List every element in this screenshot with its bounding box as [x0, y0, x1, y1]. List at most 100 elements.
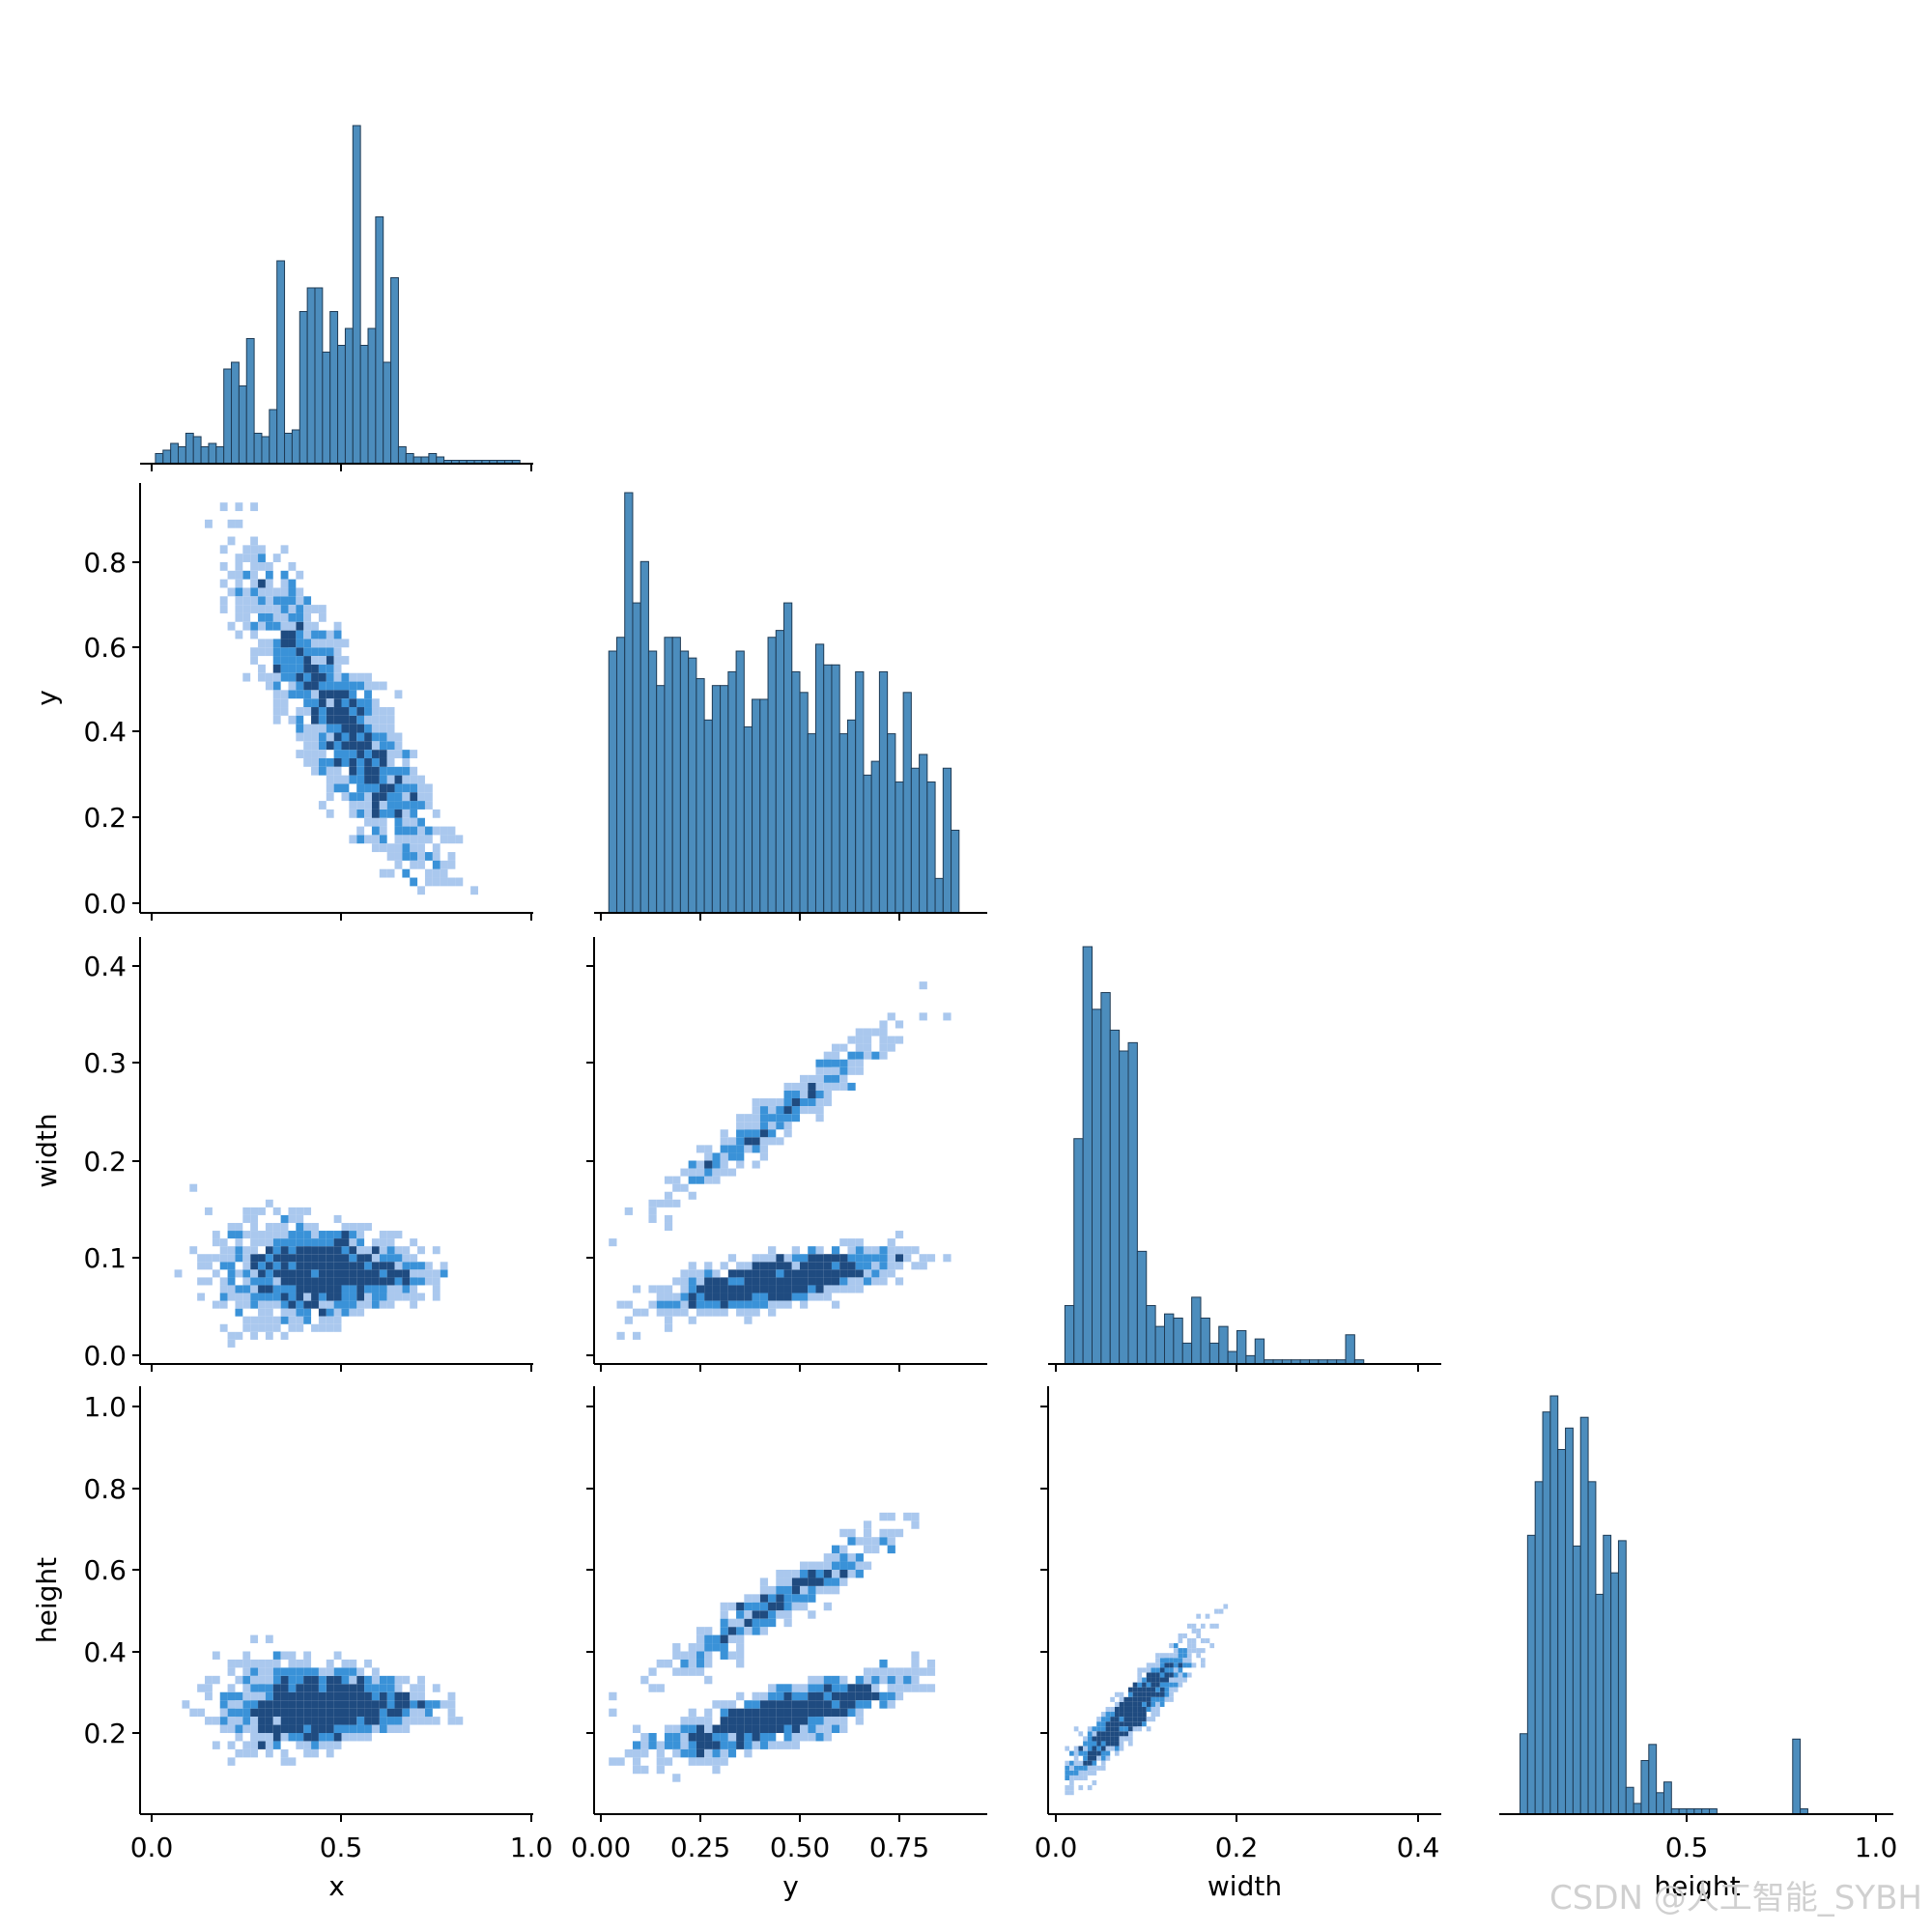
heat-cell	[364, 750, 372, 758]
heat-cell	[1092, 1765, 1097, 1771]
heat-cell	[258, 1207, 266, 1215]
heat-cell	[235, 562, 243, 571]
heat-cell	[823, 1074, 832, 1083]
heat-cell	[341, 1691, 350, 1701]
heat-cell	[402, 1285, 411, 1293]
heat-cell	[800, 1602, 809, 1611]
heat-cell	[333, 630, 342, 639]
heat-cell	[227, 1339, 236, 1348]
heat-cell	[696, 1285, 705, 1293]
heat-cell	[768, 1724, 777, 1733]
heat-cell	[720, 1618, 728, 1628]
heat-cell	[1137, 1726, 1143, 1732]
heat-cell	[744, 1145, 753, 1153]
heat-cell	[768, 1254, 777, 1263]
heat-cell	[783, 1724, 792, 1733]
heat-cell	[808, 1254, 816, 1263]
hist-bar	[735, 650, 745, 914]
heat-cell	[839, 1277, 848, 1286]
heat-cell	[402, 1691, 411, 1701]
heat-cell	[648, 1741, 657, 1749]
heat-cell	[791, 1691, 800, 1701]
y-tick-label: 0.0	[83, 888, 127, 920]
heat-cell	[887, 1036, 895, 1044]
heat-cell	[1173, 1643, 1179, 1649]
heat-cell	[1083, 1746, 1088, 1751]
heat-cell	[333, 766, 342, 776]
heat-cell	[791, 1684, 800, 1692]
heat-cell	[280, 630, 289, 639]
hist-bar	[1565, 1427, 1574, 1815]
heat-cell	[727, 1168, 737, 1177]
heat-cell	[736, 1293, 745, 1301]
heat-cell	[768, 1114, 777, 1122]
heat-cell	[349, 681, 357, 691]
heat-cell	[356, 750, 365, 758]
heat-cell	[227, 1262, 236, 1270]
heat-cell	[440, 835, 448, 844]
heat-cell	[1123, 1731, 1128, 1737]
heat-cell	[831, 1577, 840, 1586]
heat-cell	[815, 1733, 824, 1742]
heat-cell	[326, 1700, 334, 1709]
heat-cell	[1096, 1755, 1101, 1761]
heat-cell	[783, 1114, 792, 1122]
heat-cell	[394, 826, 403, 836]
heat-cell	[410, 792, 418, 802]
heat-cell	[815, 1277, 824, 1286]
heat-cell	[379, 724, 387, 733]
heat-cell	[712, 1277, 721, 1286]
heat-cell	[371, 1675, 380, 1685]
heat-cell	[227, 1724, 236, 1733]
heat-cell	[903, 1512, 912, 1521]
x-tick-label: 0.5	[320, 1832, 363, 1863]
heat-cell	[759, 1106, 769, 1115]
heat-cell	[250, 554, 259, 562]
heat-cell	[895, 1675, 904, 1685]
heat-cell	[1155, 1687, 1160, 1692]
heat-cell	[272, 1708, 281, 1718]
heat-cell	[1083, 1741, 1088, 1747]
heat-cell	[1069, 1760, 1074, 1766]
heat-cell	[1137, 1691, 1143, 1697]
heat-cell	[288, 1323, 297, 1332]
y-tick-label: 0.8	[83, 1473, 127, 1505]
x-tick-label: 0.25	[670, 1832, 730, 1863]
heat-cell	[808, 1700, 816, 1709]
heat-cell	[341, 698, 350, 708]
heat-cell	[759, 1577, 769, 1586]
heat-cell	[1182, 1677, 1187, 1683]
heat-cell	[1083, 1760, 1088, 1766]
heat-cell	[776, 1137, 784, 1146]
heat-cell	[333, 1231, 342, 1239]
panel-axes	[586, 937, 987, 1372]
heat-cell	[379, 809, 387, 818]
heat-cell	[303, 656, 312, 665]
heatmap-x-y	[205, 502, 478, 895]
heat-cell	[250, 1316, 259, 1324]
heat-cell	[394, 766, 403, 776]
heat-cell	[1173, 1682, 1179, 1688]
heat-cell	[250, 536, 259, 546]
hist-bar	[352, 125, 361, 465]
heat-cell	[616, 1757, 625, 1766]
heat-cell	[417, 792, 425, 802]
heat-cell	[1114, 1750, 1120, 1756]
heat-cell	[696, 1293, 705, 1301]
heat-cell	[364, 1254, 372, 1263]
heat-cell	[736, 1300, 745, 1309]
heat-cell	[688, 1191, 696, 1200]
heat-cell	[235, 1724, 243, 1733]
heat-cell	[341, 1684, 350, 1692]
heat-cell	[815, 1700, 824, 1709]
heat-cell	[394, 809, 403, 818]
heat-cell	[823, 1277, 832, 1286]
heat-cell	[326, 647, 334, 657]
heat-cell	[879, 1028, 888, 1037]
heat-cell	[311, 1238, 319, 1247]
heat-cell	[839, 1269, 848, 1278]
heat-cell	[318, 801, 327, 810]
heat-cell	[1119, 1731, 1124, 1737]
heat-cell	[672, 1199, 681, 1208]
heat-cell	[280, 1316, 289, 1324]
